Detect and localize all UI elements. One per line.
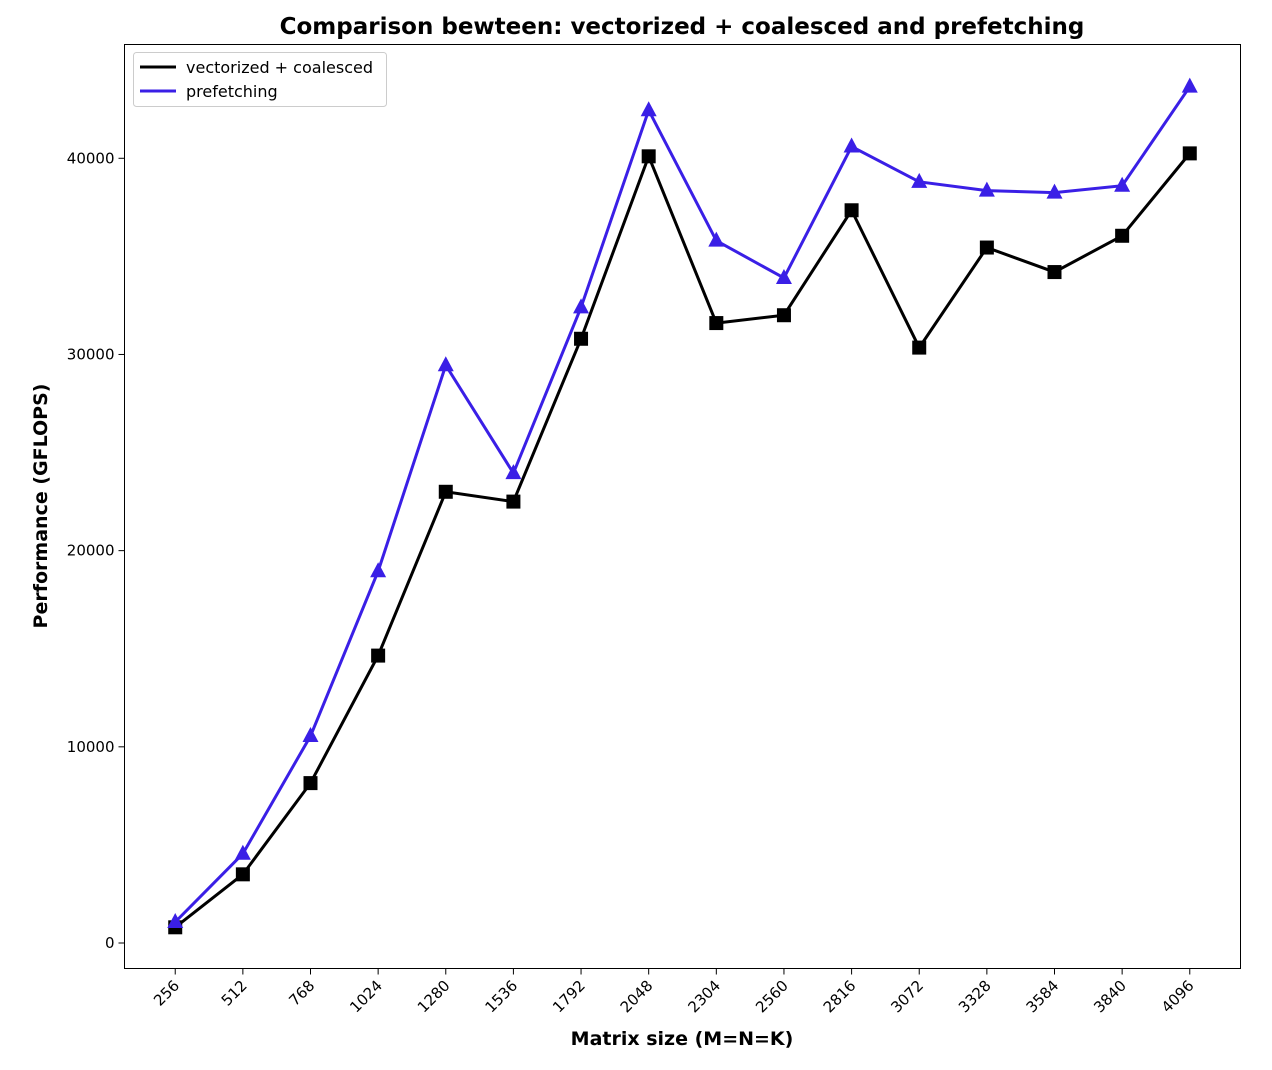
y-axis: 0 10000 20000 30000 40000 [67,149,125,952]
data-point-triangle [775,268,792,284]
data-point-triangle [1181,77,1198,93]
legend-label-0: vectorized + coalesced [186,58,373,77]
x-tick-label: 2560 [752,977,792,1017]
y-tick-label: 10000 [67,738,115,756]
plot-area [124,44,1241,969]
x-tick-label: 3072 [887,977,927,1017]
series-line-1 [174,85,1192,924]
data-point-square [641,149,656,164]
y-tick-label: 20000 [67,542,115,560]
x-axis-label: Matrix size (M=N=K) [571,1028,794,1050]
x-tick-label: 512 [218,977,251,1010]
x-tick-label: 1280 [414,977,454,1017]
x-axis: 256 512 768 1024 1280 1536 1792 2048 2304 2560 281… [150,968,1198,1017]
legend-box [133,52,387,107]
data-point-triangle [708,231,725,247]
data-point-square [371,648,386,663]
data-point-square [709,316,724,331]
data-point-square [912,340,927,355]
data-point-square [506,494,521,509]
data-point-square [1115,228,1130,243]
data-point-triangle [911,172,928,188]
series-layer [167,77,1198,935]
x-tick-label: 3584 [1023,977,1063,1017]
x-tick-label: 4096 [1158,977,1198,1017]
data-point-triangle [843,137,860,153]
y-tick-label: 0 [105,934,115,952]
data-point-square [574,331,589,346]
data-point-triangle [167,913,184,929]
x-tick-label: 768 [285,977,318,1010]
y-axis-label: Performance (GFLOPS) [30,384,52,629]
x-tick-label: 1792 [549,977,589,1017]
data-point-square [438,484,453,499]
series-line-0 [174,152,1191,929]
data-point-square [235,867,250,882]
x-tick-label: 1024 [346,977,386,1017]
data-point-triangle [640,101,657,117]
data-point-square [1182,146,1197,161]
data-point-triangle [437,356,454,372]
legend-label-1: prefetching [186,82,278,101]
x-tick-label: 256 [150,977,183,1010]
x-tick-label: 2816 [820,977,860,1017]
x-tick-label: 2048 [617,977,657,1017]
x-tick-label: 1536 [482,977,522,1017]
data-point-triangle [978,181,995,197]
chart-title: Comparison bewteen: vectorized + coalesc… [280,14,1085,40]
y-tick-label: 30000 [67,345,115,363]
data-point-triangle [302,727,319,743]
data-point-triangle [234,844,251,860]
data-point-square [776,308,791,323]
data-point-triangle [1114,176,1131,192]
data-point-triangle [573,298,590,314]
data-point-square [844,203,859,218]
data-point-triangle [1046,183,1063,199]
data-point-square [979,240,994,255]
legend: vectorized + coalesced prefetching [133,52,387,107]
data-point-square [303,776,318,791]
x-tick-label: 2304 [684,977,724,1017]
y-tick-label: 40000 [67,149,115,167]
x-tick-label: 3328 [955,977,995,1017]
data-point-triangle [370,562,387,578]
data-point-square [1047,265,1062,280]
data-point-triangle [505,464,522,480]
x-tick-label: 3840 [1090,977,1130,1017]
